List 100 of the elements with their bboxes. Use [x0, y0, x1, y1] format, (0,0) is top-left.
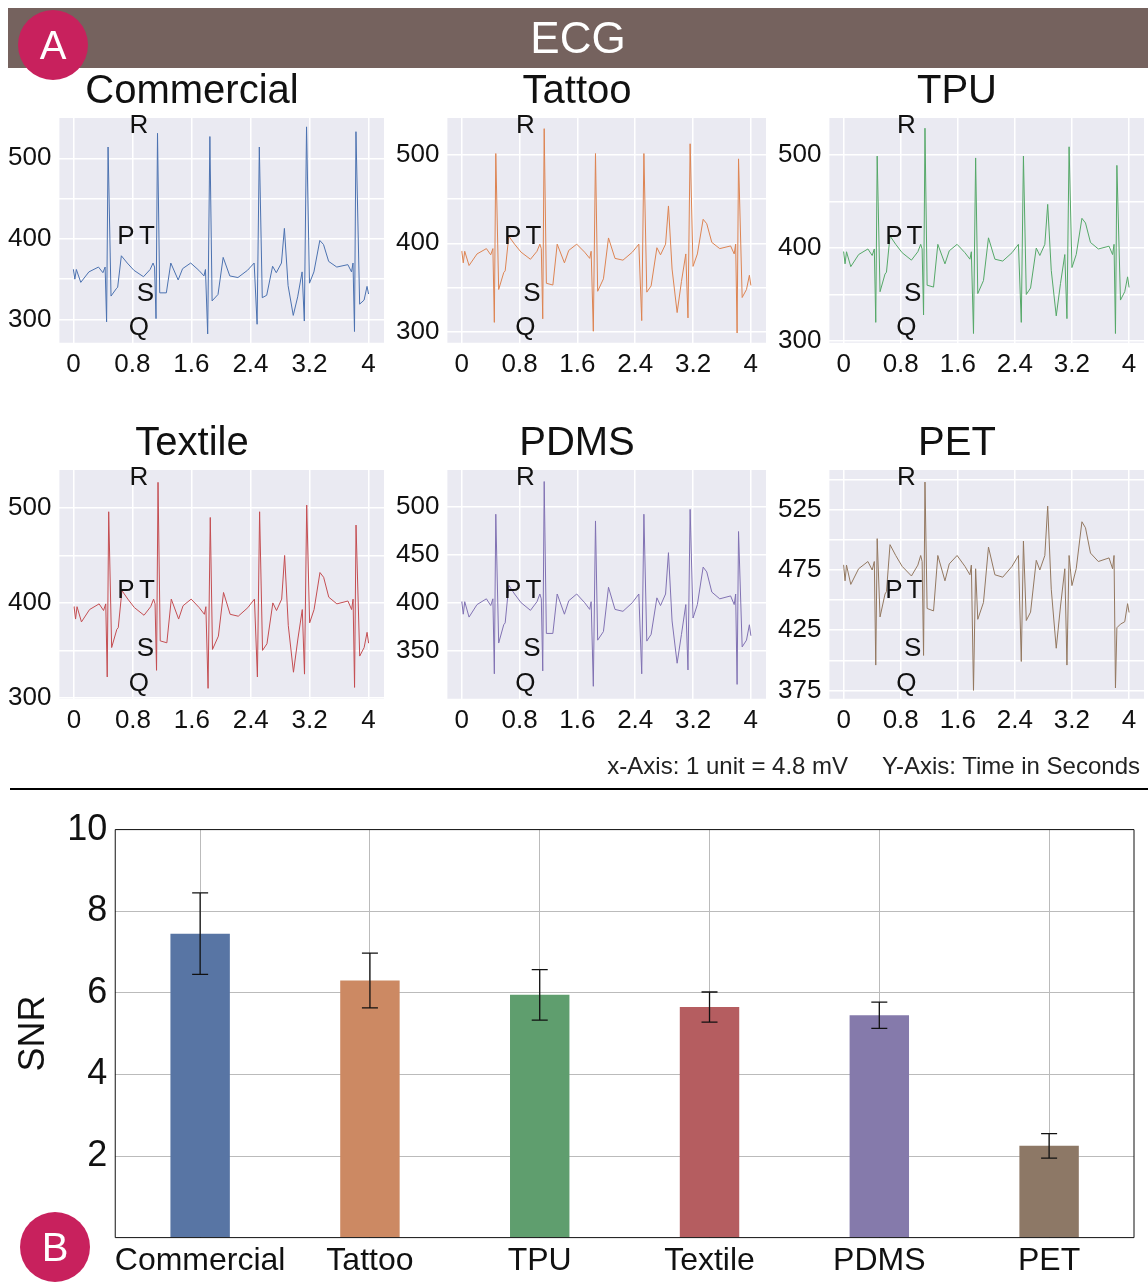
chart-title: PDMS	[519, 419, 635, 464]
x-tick-label: 0.8	[501, 347, 538, 378]
x-tick-label: 1.6	[173, 347, 210, 378]
annotation: Q	[128, 667, 150, 698]
y-axis-title: SNR	[10, 995, 52, 1072]
x-tick-label: 4	[361, 347, 376, 378]
x-tick-label: Commercial	[114, 1240, 286, 1277]
text: A	[39, 23, 67, 67]
x-tick-label: PDMS	[833, 1240, 926, 1277]
x-tick-label: 4	[1121, 347, 1137, 378]
text: ECG	[530, 13, 626, 62]
chart-title: PET	[918, 419, 996, 464]
x-tick-label: 0.8	[501, 703, 538, 734]
annotation: P	[885, 220, 903, 251]
annotation: R	[897, 109, 916, 140]
annotation: P	[504, 220, 522, 251]
x-tick-label: 0.8	[882, 703, 919, 734]
y-tick-label: 500	[395, 137, 440, 168]
x-tick-label: 1.6	[173, 703, 210, 734]
annotation: R	[516, 109, 535, 140]
y-tick-label: 400	[7, 222, 52, 253]
y-tick-label: 300	[777, 324, 822, 355]
chart-title: Tattoo	[522, 67, 632, 112]
chart-title: Commercial	[85, 67, 299, 112]
x-tick-label: PET	[1017, 1240, 1081, 1277]
annotation: R	[129, 109, 149, 140]
annotation: Q	[896, 667, 917, 698]
x-tick-label: 3.2	[674, 703, 712, 734]
y-tick-label: 400	[777, 231, 822, 262]
y-tick-label: 4	[87, 1051, 108, 1093]
annotation: Q	[515, 667, 536, 698]
text: Y-Axis: Time in Seconds	[882, 752, 1140, 780]
bar	[849, 1015, 910, 1238]
x-tick-label: 3.2	[291, 703, 328, 734]
y-tick-label: 350	[395, 633, 440, 664]
x-tick-label: 1.6	[559, 347, 596, 378]
y-tick-label: 300	[7, 681, 52, 712]
x-tick-label: 2.4	[996, 347, 1033, 378]
annotation: T	[906, 574, 923, 605]
annotation: Q	[515, 311, 536, 342]
x-tick-label: 4	[743, 347, 759, 378]
annotation: S	[523, 631, 541, 662]
y-tick-label: 500	[777, 138, 822, 169]
annotation: T	[906, 220, 923, 251]
text: x-Axis: 1 unit = 4.8 mV	[607, 752, 849, 780]
x-tick-label: 4	[1121, 703, 1137, 734]
x-tick-label: 2.4	[232, 347, 269, 378]
annotation: P	[885, 574, 903, 605]
bar	[340, 980, 400, 1238]
x-tick-label: 2.4	[232, 703, 269, 734]
annotation: P	[117, 220, 135, 251]
x-tick-label: 4	[743, 703, 759, 734]
annotation: T	[139, 574, 156, 605]
annotation: T	[525, 220, 542, 251]
annotation: Q	[896, 311, 917, 342]
y-tick-label: 400	[395, 226, 440, 257]
y-tick-label: 6	[87, 969, 108, 1011]
x-tick-label: 0	[66, 703, 82, 734]
annotation: S	[136, 276, 155, 307]
x-tick-label: 3.2	[1053, 703, 1091, 734]
annotation: R	[129, 461, 149, 492]
x-tick-label: 2.4	[617, 347, 654, 378]
annotation: R	[897, 461, 916, 492]
y-tick-label: 500	[7, 491, 52, 522]
chart-title: TPU	[917, 67, 997, 112]
annotation: P	[117, 574, 135, 605]
annotation: S	[904, 276, 922, 307]
y-tick-label: 525	[777, 492, 822, 523]
annotation: T	[139, 220, 156, 251]
x-tick-label: 0	[454, 347, 470, 378]
x-tick-label: 4	[361, 703, 376, 734]
x-tick-label: 1.6	[939, 347, 976, 378]
x-tick-label: 0.8	[882, 347, 919, 378]
x-tick-label: 2.4	[996, 703, 1033, 734]
y-tick-label: 2	[87, 1132, 108, 1174]
x-tick-label: TPU	[507, 1240, 572, 1277]
x-tick-label: 1.6	[939, 703, 976, 734]
x-tick-label: Textile	[664, 1240, 755, 1277]
annotation: S	[904, 631, 922, 662]
x-tick-label: 3.2	[674, 347, 712, 378]
annotation: S	[523, 276, 541, 307]
y-tick-label: 450	[395, 537, 440, 568]
y-tick-label: 300	[7, 302, 52, 333]
y-tick-label: 400	[395, 585, 440, 616]
x-tick-label: 3.2	[1053, 347, 1091, 378]
bar	[1019, 1145, 1079, 1238]
bar	[170, 933, 230, 1238]
y-tick-label: 475	[777, 553, 822, 584]
x-tick-label: 0.8	[114, 703, 152, 734]
annotation: T	[525, 574, 542, 605]
x-tick-label: 0.8	[114, 347, 151, 378]
y-tick-label: 375	[777, 673, 822, 704]
annotation: Q	[128, 311, 150, 342]
y-tick-label: 400	[7, 586, 52, 617]
annotation: P	[504, 574, 522, 605]
y-tick-label: 500	[7, 141, 52, 172]
x-tick-label: 0	[66, 347, 81, 378]
y-tick-label: 500	[395, 489, 440, 520]
x-tick-label: 1.6	[559, 703, 596, 734]
y-tick-label: 8	[87, 888, 108, 930]
